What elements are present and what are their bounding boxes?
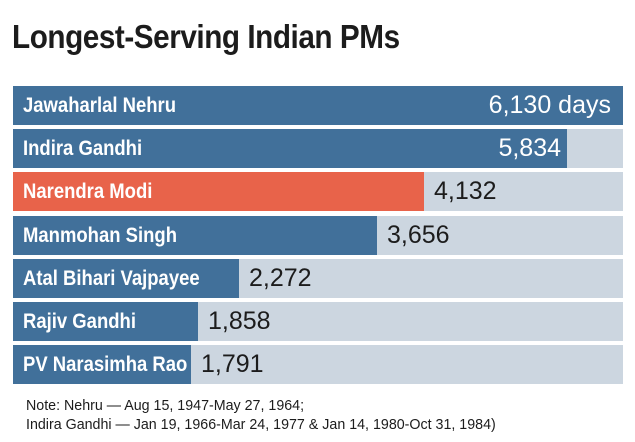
bar	[13, 302, 198, 341]
footnote-line-2: Indira Gandhi — Jan 19, 1966-Mar 24, 197…	[26, 416, 496, 433]
value-label: 5,834	[498, 134, 561, 162]
bar	[13, 216, 377, 255]
footnote-line-1: Note: Nehru — Aug 15, 1947-May 27, 1964;	[26, 397, 305, 414]
bar-row: Rajiv Gandhi 1,858	[13, 302, 623, 341]
bar-label: Manmohan Singh	[23, 224, 177, 247]
footnote: Note: Nehru — Aug 15, 1947-May 27, 1964;…	[26, 396, 520, 434]
value-label: 3,656	[387, 221, 450, 249]
bar-row: PV Narasimha Rao 1,791	[13, 345, 623, 384]
value-label: 1,858	[208, 307, 271, 335]
bar	[13, 129, 567, 168]
bar-label: Indira Gandhi	[23, 137, 143, 160]
bar-row: Narendra Modi 4,132	[13, 172, 623, 211]
bar-label: Jawaharlal Nehru	[23, 94, 177, 117]
bar-label: Atal Bihari Vajpayee	[23, 267, 200, 290]
value-label: 6,130 days	[488, 91, 611, 119]
bar-row: Manmohan Singh 3,656	[13, 216, 623, 255]
bar-chart: Jawaharlal Nehru 6,130 days Indira Gandhi 5…	[13, 86, 623, 386]
bar-label: Rajiv Gandhi	[23, 310, 136, 333]
bar	[13, 259, 239, 298]
value-label: 4,132	[434, 177, 497, 205]
bar-label: PV Narasimha Rao	[23, 353, 188, 376]
bar-row: Jawaharlal Nehru 6,130 days	[13, 86, 623, 125]
bar	[13, 172, 424, 211]
value-label: 1,791	[201, 350, 264, 378]
bar	[13, 345, 191, 384]
bar-label: Narendra Modi	[23, 180, 153, 203]
chart-title: Longest-Serving Indian PMs	[12, 18, 400, 55]
bar-row: Atal Bihari Vajpayee 2,272	[13, 259, 623, 298]
value-label: 2,272	[249, 264, 312, 292]
bar	[13, 86, 623, 125]
bar-row: Indira Gandhi 5,834	[13, 129, 623, 168]
